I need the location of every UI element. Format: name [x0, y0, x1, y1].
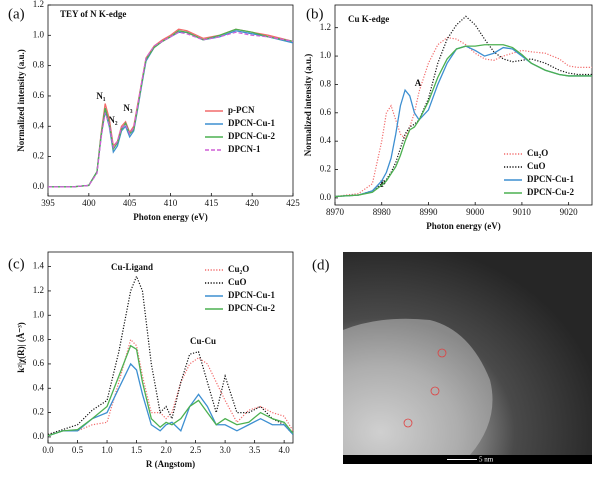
y-tick-label: 1.0 — [33, 309, 45, 319]
x-tick-label: 415 — [205, 198, 219, 208]
x-tick-label: 425 — [286, 198, 300, 208]
panel-label: (a) — [8, 6, 25, 22]
y-axis-label: k²|χ(R)| (Å⁻³) — [16, 322, 26, 373]
series-line — [334, 15, 592, 198]
plot-frame — [47, 251, 294, 444]
legend-label: CuO — [228, 277, 247, 287]
plot-frame — [334, 4, 593, 206]
x-tick-label: 9020 — [560, 207, 579, 217]
y-tick-label: 0.2 — [33, 151, 44, 161]
x-tick-label: 4.0 — [279, 445, 291, 455]
x-tick-label: 0.0 — [42, 445, 54, 455]
y-tick-label: 1.2 — [33, 0, 44, 9]
y-tick-label: 0.6 — [33, 90, 45, 100]
series-line — [48, 28, 294, 188]
legend-label: Cu₂O — [228, 264, 249, 274]
annotation: N₁ — [96, 91, 105, 101]
series-line — [334, 44, 592, 198]
panel-label: (b) — [306, 6, 324, 22]
x-tick-label: 420 — [245, 198, 259, 208]
chart-panel: 395 400 405 410 415 420 425 0.0 0.2 0.4 0.6 0.8 1.0 1… — [8, 0, 300, 222]
y-axis-label: Normalized intensity (a.u.) — [303, 54, 313, 157]
y-tick-label: 0.6 — [320, 107, 332, 117]
annotation: N₂ — [108, 115, 117, 125]
y-axis-label: Normalized intensity (a.u.) — [16, 49, 26, 152]
x-tick-label: 9010 — [513, 207, 532, 217]
legend-label: DPCN-1 — [228, 144, 261, 154]
series-line — [47, 338, 294, 436]
x-tick-label: 2.0 — [160, 445, 172, 455]
x-tick-label: 1.0 — [101, 445, 113, 455]
y-tick-label: 0.4 — [33, 120, 45, 130]
chart-panel: 8970 8980 8990 9000 9010 9020 0.0 0.2 0.4 0.6 0.8 1… — [303, 4, 593, 231]
x-tick-label: 8990 — [419, 207, 438, 217]
y-tick-label: 0.0 — [33, 181, 45, 191]
particle — [343, 318, 493, 455]
x-axis-label: Photon energy (eV) — [426, 221, 500, 231]
panel-label: (d) — [312, 257, 330, 273]
y-tick-label: 0.4 — [320, 135, 332, 145]
legend-label: DPCN-Cu-2 — [228, 131, 275, 141]
x-tick-label: 405 — [123, 198, 137, 208]
series-line — [48, 28, 294, 188]
y-tick-label: 0.8 — [320, 78, 332, 88]
y-tick-label: 0.8 — [33, 334, 45, 344]
x-tick-label: 1.5 — [131, 445, 143, 455]
chart-title: TEY of N K-edge — [60, 9, 126, 19]
marker-circle — [403, 418, 413, 428]
x-tick-label: 400 — [82, 198, 96, 208]
chart-title: Cu K-edge — [348, 14, 389, 24]
x-tick-label: 9000 — [466, 207, 485, 217]
x-tick-label: 395 — [41, 198, 55, 208]
legend-label: Cu₂O — [527, 148, 548, 158]
y-tick-label: 0.2 — [320, 164, 331, 174]
annotation: Cu-Cu — [190, 336, 216, 346]
x-axis-label: R (Angstom) — [146, 459, 195, 469]
series-line — [334, 36, 592, 198]
series-line — [47, 362, 294, 437]
marker-circle — [437, 348, 447, 358]
legend-label: p-PCN — [228, 105, 255, 115]
series-line — [47, 344, 294, 437]
legend-label: DPCN-Cu-1 — [228, 290, 275, 300]
annotation: Cu-Ligand — [111, 262, 153, 272]
y-tick-label: 1.2 — [320, 22, 331, 32]
y-tick-label: 0.8 — [33, 60, 45, 70]
annotation: N₃ — [123, 103, 132, 113]
chart-panel: 0.0 0.5 1.0 1.5 2.0 2.5 3.0 3.5 4.0 0.0 0.2 0.4 0.6 0… — [8, 251, 294, 469]
legend-label: DPCN-Cu-1 — [228, 118, 275, 128]
x-tick-label: 8980 — [373, 207, 392, 217]
annotation: A — [415, 78, 422, 88]
x-tick-label: 2.5 — [190, 445, 202, 455]
legend-label: DPCN-Cu-2 — [527, 187, 574, 197]
marker-circle — [430, 386, 440, 396]
y-tick-label: 1.4 — [33, 261, 45, 271]
legend-label: DPCN-Cu-2 — [228, 303, 275, 313]
y-tick-label: 1.0 — [320, 50, 332, 60]
series-line — [47, 274, 294, 436]
y-tick-label: 1.2 — [33, 285, 44, 295]
scale-bar-label: 5 nm — [479, 456, 494, 464]
legend-label: CuO — [527, 161, 546, 171]
x-axis-label: Photon energy (eV) — [133, 212, 207, 222]
y-tick-label: 0.0 — [33, 431, 45, 441]
tem-image: 5 nm (d) — [312, 252, 592, 464]
y-tick-label: 1.0 — [33, 29, 45, 39]
x-tick-label: 3.5 — [249, 445, 261, 455]
x-tick-label: 410 — [164, 198, 178, 208]
x-tick-label: 0.5 — [72, 445, 84, 455]
x-tick-label: 8970 — [326, 207, 345, 217]
panel-label: (c) — [8, 256, 25, 272]
series-line — [48, 30, 294, 188]
y-tick-label: 0.2 — [33, 407, 44, 417]
series-line — [48, 31, 294, 188]
legend-label: DPCN-Cu-1 — [527, 174, 574, 184]
y-tick-label: 0.0 — [320, 192, 332, 202]
x-tick-label: 3.0 — [219, 445, 231, 455]
y-tick-label: 0.4 — [33, 382, 45, 392]
y-tick-label: 0.6 — [33, 358, 45, 368]
